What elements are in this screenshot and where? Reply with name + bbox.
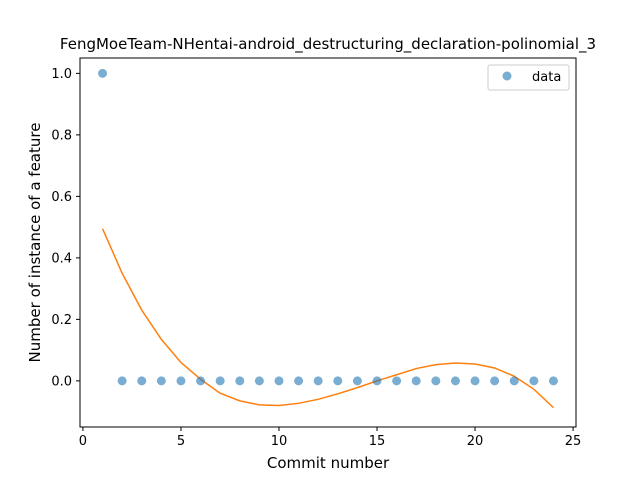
data-point [254, 376, 264, 386]
data-point [196, 376, 206, 386]
data-point [470, 376, 480, 386]
y-axis-label: Number of instance of a feature [26, 123, 44, 363]
y-tick-label: 1.0 [51, 67, 72, 82]
axes-frame [79, 57, 577, 428]
chart-title: FengMoeTeam-NHentai-android_destructurin… [60, 35, 596, 54]
y-tick-label: 0.4 [51, 251, 72, 266]
data-point [411, 376, 421, 386]
data-point [235, 376, 245, 386]
x-tick-label: 15 [369, 434, 386, 449]
data-point [156, 376, 166, 386]
data-point [490, 376, 500, 386]
x-tick-label: 25 [565, 434, 582, 449]
y-axis: 0.0 0.2 0.4 0.6 0.8 1.0 [51, 67, 80, 389]
data-point [294, 376, 304, 386]
data-point [529, 376, 539, 386]
legend-box [487, 64, 570, 91]
data-point [98, 68, 108, 78]
x-tick-label: 5 [177, 434, 185, 449]
data-point [137, 376, 147, 386]
x-axis: 0 5 10 15 20 25 [79, 427, 582, 449]
data-point [215, 376, 225, 386]
legend-label-data: data [532, 70, 561, 85]
y-tick-label: 0.2 [51, 313, 72, 328]
x-axis-label: Commit number [267, 454, 390, 472]
data-point [450, 376, 460, 386]
y-tick-label: 0.0 [51, 374, 72, 389]
data-point [176, 376, 186, 386]
data-point [313, 376, 323, 386]
data-point [372, 376, 382, 386]
data-point [548, 376, 558, 386]
x-tick-label: 20 [467, 434, 484, 449]
data-point [274, 376, 284, 386]
legend-marker-data [502, 71, 512, 81]
data-point [431, 376, 441, 386]
y-tick-label: 0.6 [51, 190, 72, 205]
plot-area [98, 68, 558, 409]
data-point [509, 376, 519, 386]
fit-line [101, 228, 554, 409]
data-point [352, 376, 362, 386]
data-point [117, 376, 127, 386]
x-tick-label: 10 [271, 434, 288, 449]
y-tick-label: 0.8 [51, 128, 72, 143]
data-point [333, 376, 343, 386]
legend: data [487, 64, 570, 91]
x-tick-label: 0 [79, 434, 87, 449]
data-point [392, 376, 402, 386]
